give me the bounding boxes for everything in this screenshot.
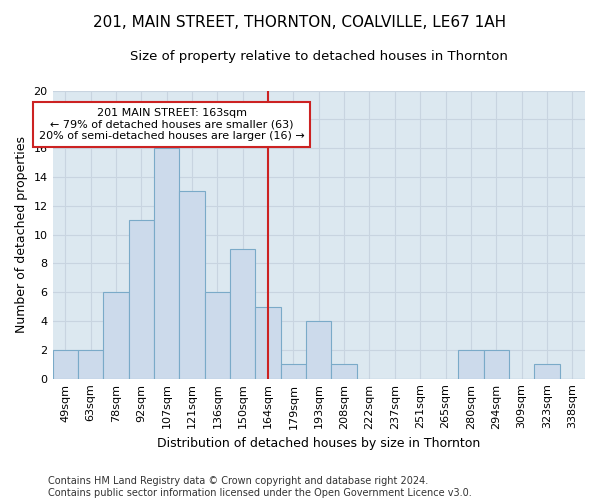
Bar (281, 364, 306, 378)
Y-axis label: Number of detached properties: Number of detached properties (15, 136, 28, 333)
Bar (230, 249, 256, 378)
Bar (458, 350, 484, 378)
Bar (78, 350, 103, 378)
Title: Size of property relative to detached houses in Thornton: Size of property relative to detached ho… (130, 50, 508, 63)
Text: Contains HM Land Registry data © Crown copyright and database right 2024.
Contai: Contains HM Land Registry data © Crown c… (48, 476, 472, 498)
Bar (128, 220, 154, 378)
Text: 201, MAIN STREET, THORNTON, COALVILLE, LE67 1AH: 201, MAIN STREET, THORNTON, COALVILLE, L… (94, 15, 506, 30)
Bar (256, 306, 281, 378)
Bar (103, 292, 128, 378)
Bar (53, 350, 78, 378)
Bar (331, 364, 357, 378)
Bar (534, 364, 560, 378)
Bar (179, 192, 205, 378)
Bar (154, 148, 179, 378)
Bar (484, 350, 509, 378)
X-axis label: Distribution of detached houses by size in Thornton: Distribution of detached houses by size … (157, 437, 481, 450)
Text: 201 MAIN STREET: 163sqm
← 79% of detached houses are smaller (63)
20% of semi-de: 201 MAIN STREET: 163sqm ← 79% of detache… (39, 108, 305, 141)
Bar (306, 321, 331, 378)
Bar (205, 292, 230, 378)
